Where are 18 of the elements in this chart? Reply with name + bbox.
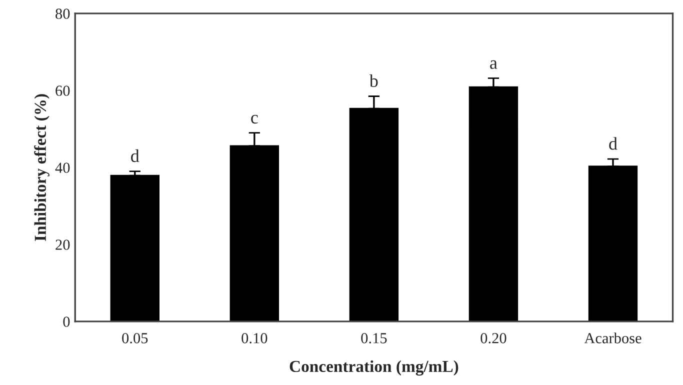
x-tick-label: 0.20: [480, 333, 506, 344]
bar: [110, 174, 160, 322]
annotation: c: [251, 114, 258, 124]
x-tick-label: 0.05: [122, 333, 148, 344]
x-tick-label: 0.10: [242, 333, 268, 344]
y-axis-title: Inhibitory effect (%): [34, 94, 50, 241]
annotation: a: [490, 60, 498, 69]
y-tick-label: 80: [56, 8, 70, 19]
y-tick-label: 60: [56, 86, 70, 96]
x-axis-title: Concentration (mg/mL): [290, 360, 458, 376]
y-tick-label: 0: [63, 316, 70, 327]
annotation: d: [131, 149, 140, 162]
x-tick-label: 0.15: [361, 333, 387, 344]
annotation: d: [609, 137, 618, 150]
y-tick-label: 20: [56, 240, 70, 250]
y-tick-label: 40: [55, 162, 70, 173]
x-tick-label: Acarbose: [584, 332, 642, 344]
annotation: b: [369, 74, 378, 88]
